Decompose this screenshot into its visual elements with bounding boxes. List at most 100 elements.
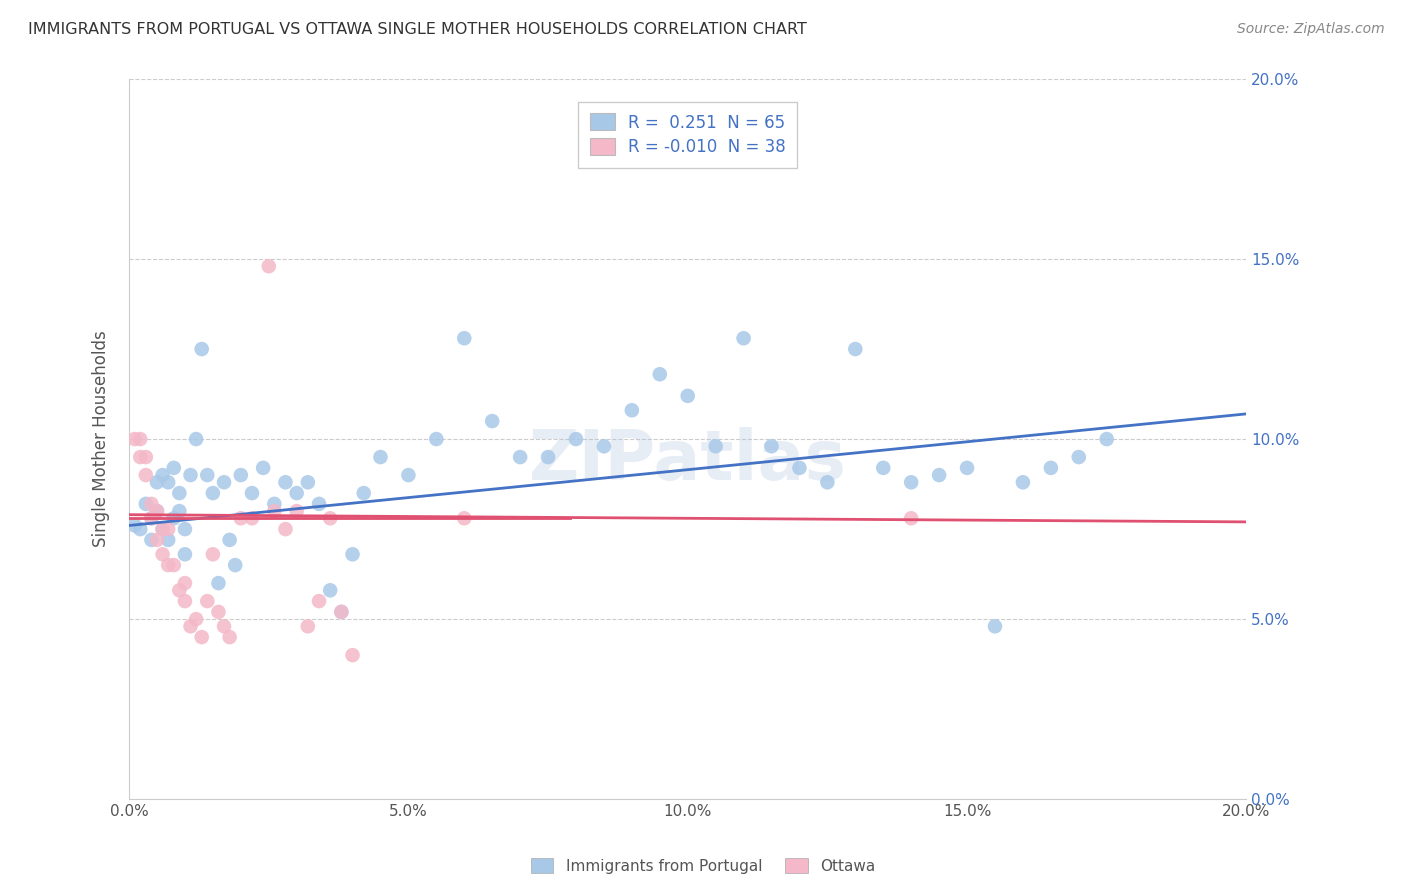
Point bbox=[330, 605, 353, 619]
Point bbox=[593, 439, 616, 453]
Point bbox=[163, 461, 186, 475]
Point bbox=[648, 368, 671, 382]
Point bbox=[229, 468, 252, 483]
Point bbox=[285, 504, 308, 518]
Point bbox=[240, 486, 263, 500]
Point bbox=[152, 522, 174, 536]
Point bbox=[274, 522, 297, 536]
Point bbox=[174, 594, 197, 608]
Point bbox=[565, 432, 588, 446]
Point bbox=[195, 468, 218, 483]
Point bbox=[124, 518, 146, 533]
Point bbox=[157, 558, 180, 573]
Point bbox=[537, 450, 560, 464]
Point bbox=[129, 432, 152, 446]
Point bbox=[174, 522, 197, 536]
Point bbox=[257, 259, 280, 273]
Point bbox=[201, 547, 224, 561]
Point bbox=[163, 511, 186, 525]
Point bbox=[984, 619, 1007, 633]
Point bbox=[263, 504, 285, 518]
Point bbox=[704, 439, 727, 453]
Point bbox=[844, 342, 866, 356]
Point bbox=[285, 486, 308, 500]
Point bbox=[263, 497, 285, 511]
Point bbox=[319, 583, 342, 598]
Point bbox=[201, 486, 224, 500]
Point bbox=[319, 511, 342, 525]
Legend: R =  0.251  N = 65, R = -0.010  N = 38: R = 0.251 N = 65, R = -0.010 N = 38 bbox=[578, 102, 797, 168]
Point bbox=[620, 403, 643, 417]
Y-axis label: Single Mother Households: Single Mother Households bbox=[93, 331, 110, 548]
Point bbox=[308, 497, 330, 511]
Point bbox=[146, 475, 169, 490]
Point bbox=[956, 461, 979, 475]
Legend: Immigrants from Portugal, Ottawa: Immigrants from Portugal, Ottawa bbox=[524, 852, 882, 880]
Point bbox=[152, 468, 174, 483]
Text: ZIPatlas: ZIPatlas bbox=[529, 427, 846, 494]
Point bbox=[146, 504, 169, 518]
Point bbox=[274, 475, 297, 490]
Point bbox=[135, 468, 157, 483]
Point bbox=[252, 461, 274, 475]
Point bbox=[509, 450, 531, 464]
Point bbox=[180, 619, 202, 633]
Point bbox=[190, 342, 212, 356]
Point bbox=[218, 630, 240, 644]
Point bbox=[342, 547, 364, 561]
Point bbox=[212, 619, 235, 633]
Point bbox=[141, 511, 163, 525]
Point bbox=[157, 475, 180, 490]
Point bbox=[872, 461, 894, 475]
Point bbox=[1039, 461, 1062, 475]
Point bbox=[297, 619, 319, 633]
Point bbox=[733, 331, 755, 345]
Point bbox=[212, 475, 235, 490]
Point bbox=[146, 504, 169, 518]
Point bbox=[761, 439, 783, 453]
Point bbox=[180, 468, 202, 483]
Point bbox=[240, 511, 263, 525]
Point bbox=[481, 414, 503, 428]
Point bbox=[297, 475, 319, 490]
Point bbox=[135, 450, 157, 464]
Point bbox=[184, 612, 207, 626]
Point bbox=[453, 511, 475, 525]
Point bbox=[900, 511, 922, 525]
Point bbox=[207, 576, 229, 591]
Point bbox=[141, 533, 163, 547]
Point bbox=[308, 594, 330, 608]
Point bbox=[152, 522, 174, 536]
Text: Source: ZipAtlas.com: Source: ZipAtlas.com bbox=[1237, 22, 1385, 37]
Point bbox=[207, 605, 229, 619]
Point bbox=[169, 486, 191, 500]
Point bbox=[1012, 475, 1035, 490]
Point bbox=[425, 432, 447, 446]
Point bbox=[157, 522, 180, 536]
Point bbox=[815, 475, 838, 490]
Point bbox=[190, 630, 212, 644]
Point bbox=[141, 511, 163, 525]
Point bbox=[453, 331, 475, 345]
Point bbox=[789, 461, 811, 475]
Point bbox=[396, 468, 419, 483]
Point bbox=[1067, 450, 1090, 464]
Point bbox=[174, 547, 197, 561]
Point bbox=[163, 558, 186, 573]
Point bbox=[129, 522, 152, 536]
Point bbox=[229, 511, 252, 525]
Point bbox=[370, 450, 392, 464]
Point bbox=[141, 497, 163, 511]
Point bbox=[676, 389, 699, 403]
Point bbox=[135, 497, 157, 511]
Point bbox=[146, 533, 169, 547]
Point bbox=[184, 432, 207, 446]
Point bbox=[224, 558, 246, 573]
Point bbox=[218, 533, 240, 547]
Point bbox=[129, 450, 152, 464]
Point bbox=[928, 468, 950, 483]
Point bbox=[152, 547, 174, 561]
Point bbox=[342, 648, 364, 662]
Point bbox=[169, 504, 191, 518]
Point bbox=[195, 594, 218, 608]
